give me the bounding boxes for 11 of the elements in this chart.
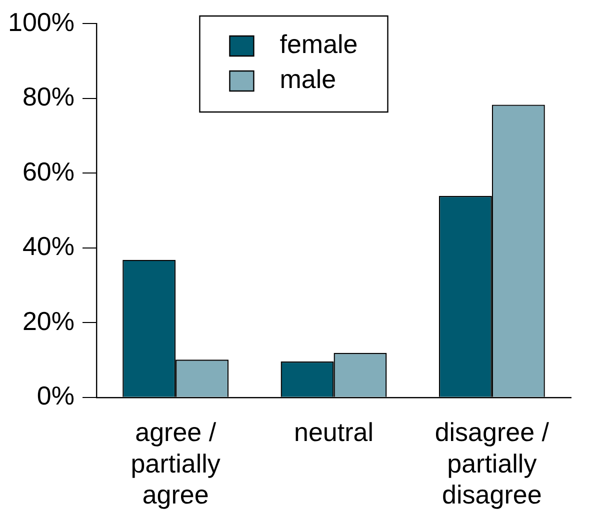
x-tick-label: disagree / partially disagree: [434, 417, 550, 510]
y-tick-label: 60%: [22, 156, 74, 186]
y-tick-label: 100%: [8, 6, 74, 37]
y-tick-label: 80%: [22, 82, 74, 112]
legend-label: male: [280, 64, 336, 94]
y-tick-label: 40%: [22, 231, 74, 262]
legend-label: female: [280, 29, 358, 60]
y-tick-label: 20%: [22, 306, 74, 336]
y-tick-label: 0%: [36, 380, 74, 411]
x-tick-label: neutral: [294, 417, 374, 448]
x-tick-label: agree / partially agree: [130, 417, 220, 510]
